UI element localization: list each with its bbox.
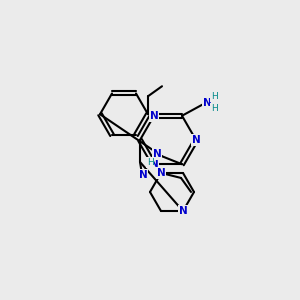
Text: N: N xyxy=(150,111,158,121)
Text: H: H xyxy=(211,92,218,101)
Text: N: N xyxy=(192,135,200,145)
Text: N: N xyxy=(153,149,161,159)
Text: N: N xyxy=(157,168,165,178)
Text: H: H xyxy=(147,158,153,167)
Text: N: N xyxy=(150,159,158,169)
Text: N: N xyxy=(178,206,188,216)
Text: H: H xyxy=(211,104,218,113)
Text: N: N xyxy=(178,206,188,216)
Text: N: N xyxy=(139,170,147,180)
Text: N: N xyxy=(202,98,211,108)
